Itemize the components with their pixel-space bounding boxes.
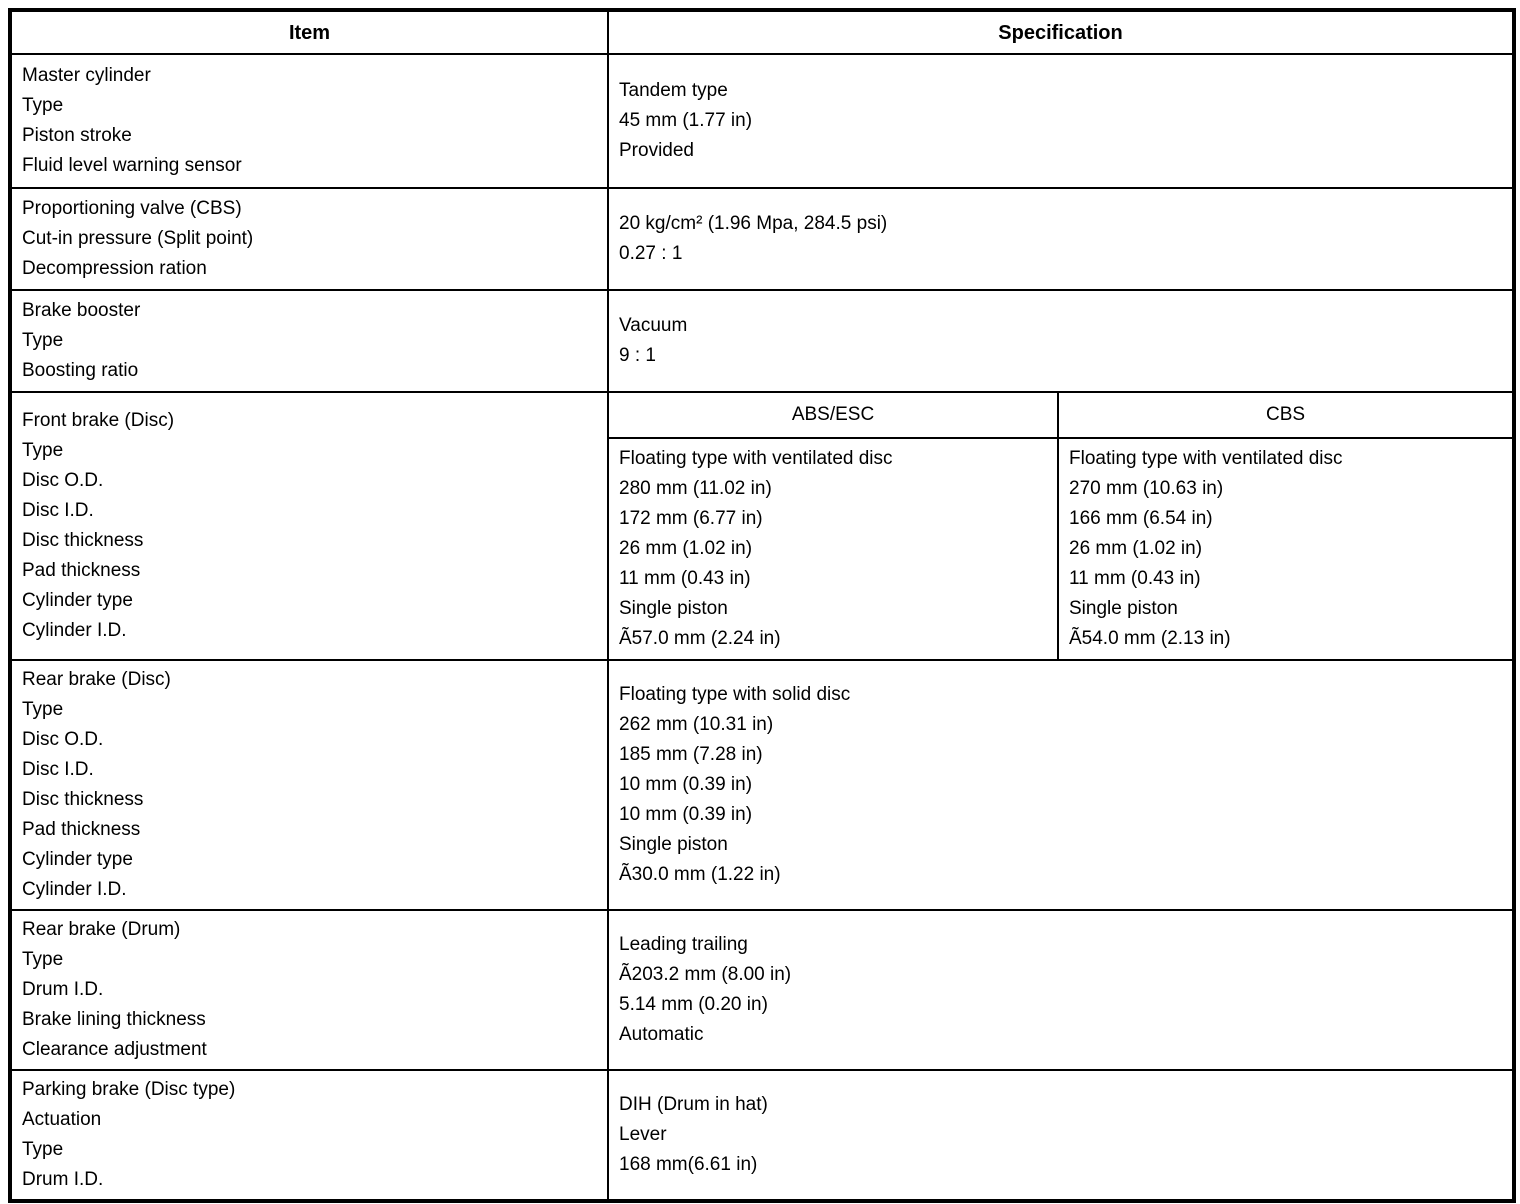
- item-cell-rear-brake-drum: Rear brake (Drum) Type Drum I.D. Brake l…: [9, 909, 609, 1071]
- sub-header-abs-esc: ABS/ESC: [607, 391, 1059, 439]
- column-header-specification: Specification: [606, 9, 1516, 55]
- item-cell-master-cylinder: Master cylinder Type Piston stroke Fluid…: [9, 53, 609, 189]
- item-cell-rear-brake-disc: Rear brake (Disc) Type Disc O.D. Disc I.…: [9, 659, 609, 911]
- table-row-proportioning-valve: Proportioning valve (CBS) Cut-in pressur…: [9, 187, 1516, 291]
- table-row-parking-brake: Parking brake (Disc type) Actuation Type…: [9, 1069, 1516, 1202]
- spec-cell-brake-booster: Vacuum 9 : 1: [606, 289, 1516, 393]
- table-row-front-brake-values: Floating type with ventilated disc 280 m…: [10, 437, 1516, 661]
- item-cell-proportioning-valve: Proportioning valve (CBS) Cut-in pressur…: [9, 187, 609, 291]
- sub-header-cbs: CBS: [1056, 391, 1516, 439]
- spec-cell-front-brake-cbs: Floating type with ventilated disc 270 m…: [1056, 437, 1516, 661]
- table-row-front-brake-subheader: Front brake (Disc) Type Disc O.D. Disc I…: [9, 391, 1516, 661]
- spec-cell-parking-brake: DIH (Drum in hat) Lever 168 mm(6.61 in): [606, 1069, 1516, 1202]
- table-header-row: Item Specification: [9, 9, 1516, 55]
- spec-cell-proportioning-valve: 20 kg/cm² (1.96 Mpa, 284.5 psi) 0.27 : 1: [606, 187, 1516, 291]
- spec-cell-rear-brake-disc: Floating type with solid disc 262 mm (10…: [606, 659, 1516, 911]
- spec-cell-front-brake-abs-esc: Floating type with ventilated disc 280 m…: [607, 437, 1059, 661]
- table-row-brake-booster: Brake booster Type Boosting ratio Vacuum…: [9, 289, 1516, 393]
- item-cell-front-brake-disc: Front brake (Disc) Type Disc O.D. Disc I…: [9, 391, 609, 661]
- item-cell-parking-brake: Parking brake (Disc type) Actuation Type…: [9, 1069, 609, 1202]
- brake-specification-table: Item Specification Master cylinder Type …: [8, 8, 1517, 1203]
- column-header-item: Item: [9, 9, 609, 55]
- spec-cell-rear-brake-drum: Leading trailing Ã203.2 mm (8.00 in) 5.1…: [606, 909, 1516, 1071]
- spec-cell-master-cylinder: Tandem type 45 mm (1.77 in) Provided: [606, 53, 1516, 189]
- item-cell-brake-booster: Brake booster Type Boosting ratio: [9, 289, 609, 393]
- table-row-rear-brake-drum: Rear brake (Drum) Type Drum I.D. Brake l…: [9, 909, 1516, 1071]
- table-row-rear-brake-disc: Rear brake (Disc) Type Disc O.D. Disc I.…: [9, 659, 1516, 911]
- table-row-master-cylinder: Master cylinder Type Piston stroke Fluid…: [9, 53, 1516, 189]
